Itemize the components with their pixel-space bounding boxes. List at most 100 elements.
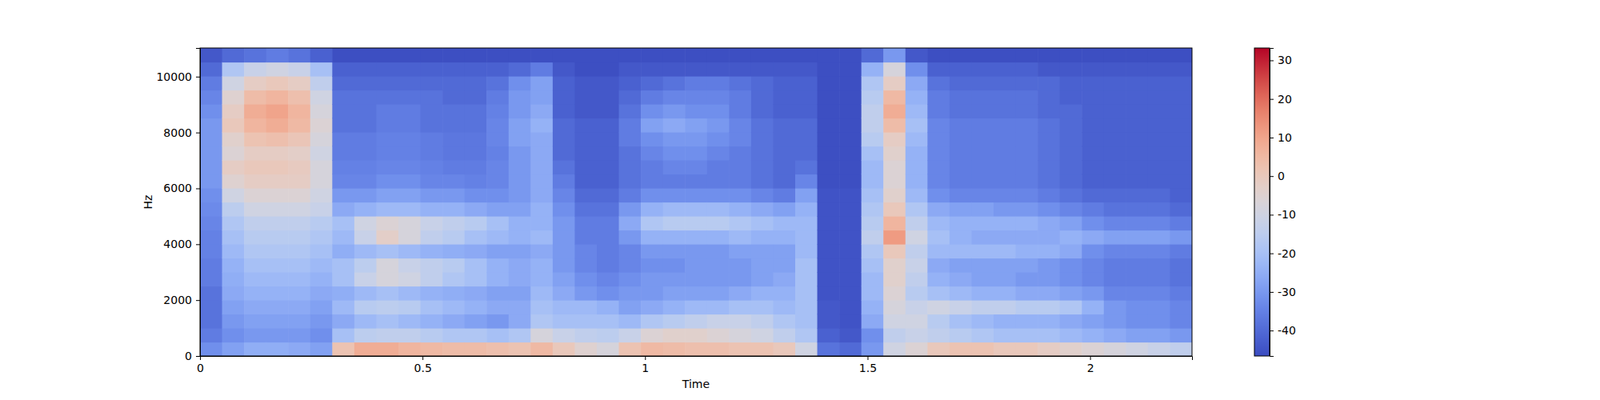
cell — [596, 216, 620, 231]
cell — [332, 146, 355, 161]
cell — [486, 90, 509, 105]
cell — [905, 188, 928, 203]
cell — [552, 62, 576, 77]
cell — [663, 244, 686, 259]
cell — [817, 62, 840, 77]
cell — [420, 300, 444, 315]
cell — [222, 230, 245, 245]
tick-mark — [1090, 356, 1092, 360]
cell — [1060, 300, 1083, 315]
cell — [596, 48, 620, 63]
cell — [861, 48, 884, 63]
cell — [728, 216, 752, 231]
cell — [795, 230, 818, 245]
cell — [905, 258, 928, 273]
cell — [817, 160, 840, 175]
cell — [993, 62, 1016, 77]
cell — [464, 202, 488, 217]
cell — [640, 230, 664, 245]
cell — [772, 202, 796, 217]
tick-label: -20 — [1277, 247, 1296, 260]
cell — [508, 160, 532, 175]
cell — [839, 328, 862, 343]
cell — [464, 118, 488, 133]
cell — [971, 286, 994, 301]
cell — [817, 328, 840, 343]
cell — [442, 76, 465, 91]
cell — [751, 62, 774, 77]
cell — [1016, 48, 1039, 63]
cell — [200, 104, 223, 119]
cell — [266, 76, 289, 91]
cell — [640, 146, 664, 161]
cell — [200, 230, 223, 245]
cell — [619, 132, 642, 147]
cell — [728, 244, 752, 259]
axis-line — [1270, 48, 1275, 357]
cell — [640, 244, 664, 259]
cell — [244, 48, 267, 63]
cell — [927, 174, 950, 189]
cell — [244, 132, 267, 147]
cell — [772, 342, 796, 357]
cell — [707, 230, 730, 245]
cell — [596, 104, 620, 119]
tick: 0 — [184, 349, 200, 363]
cell — [861, 104, 884, 119]
cell — [1060, 62, 1083, 77]
cell — [552, 342, 576, 357]
cell — [1081, 76, 1104, 91]
cell — [332, 174, 355, 189]
cell — [1125, 216, 1148, 231]
cell — [949, 342, 972, 357]
cell — [574, 132, 597, 147]
cell — [927, 314, 950, 329]
cell — [839, 244, 862, 259]
cell — [949, 272, 972, 287]
cell — [420, 104, 444, 119]
cell — [927, 146, 950, 161]
cell — [200, 216, 223, 231]
cell — [1081, 314, 1104, 329]
cell — [795, 286, 818, 301]
cell — [508, 216, 532, 231]
tick-label: 10000 — [156, 70, 192, 84]
cell — [971, 188, 994, 203]
cell — [574, 62, 597, 77]
cell — [442, 286, 465, 301]
cell — [1037, 48, 1060, 63]
cell — [905, 342, 928, 357]
cell — [398, 160, 421, 175]
cell — [971, 328, 994, 343]
cell — [839, 202, 862, 217]
cell — [552, 160, 576, 175]
tick-mark — [1269, 99, 1274, 100]
cell — [398, 216, 421, 231]
cell — [927, 118, 950, 133]
cell — [619, 216, 642, 231]
cell — [332, 272, 355, 287]
cell — [244, 300, 267, 315]
cell — [552, 132, 576, 147]
cell — [398, 230, 421, 245]
cell — [1169, 314, 1192, 329]
cell — [883, 300, 906, 315]
cell — [707, 132, 730, 147]
tick-label: 0.5 — [414, 361, 432, 375]
axis-line — [200, 356, 1193, 361]
cell — [486, 258, 509, 273]
cell — [839, 230, 862, 245]
cell — [420, 90, 444, 105]
cell — [354, 188, 377, 203]
cell — [486, 62, 509, 77]
cell — [1104, 244, 1127, 259]
cell — [398, 104, 421, 119]
cell — [310, 272, 333, 287]
cell — [574, 258, 597, 273]
cell — [883, 76, 906, 91]
cell — [508, 146, 532, 161]
tick: 6000 — [163, 181, 200, 195]
cell — [949, 132, 972, 147]
cell — [772, 76, 796, 91]
cell — [817, 118, 840, 133]
